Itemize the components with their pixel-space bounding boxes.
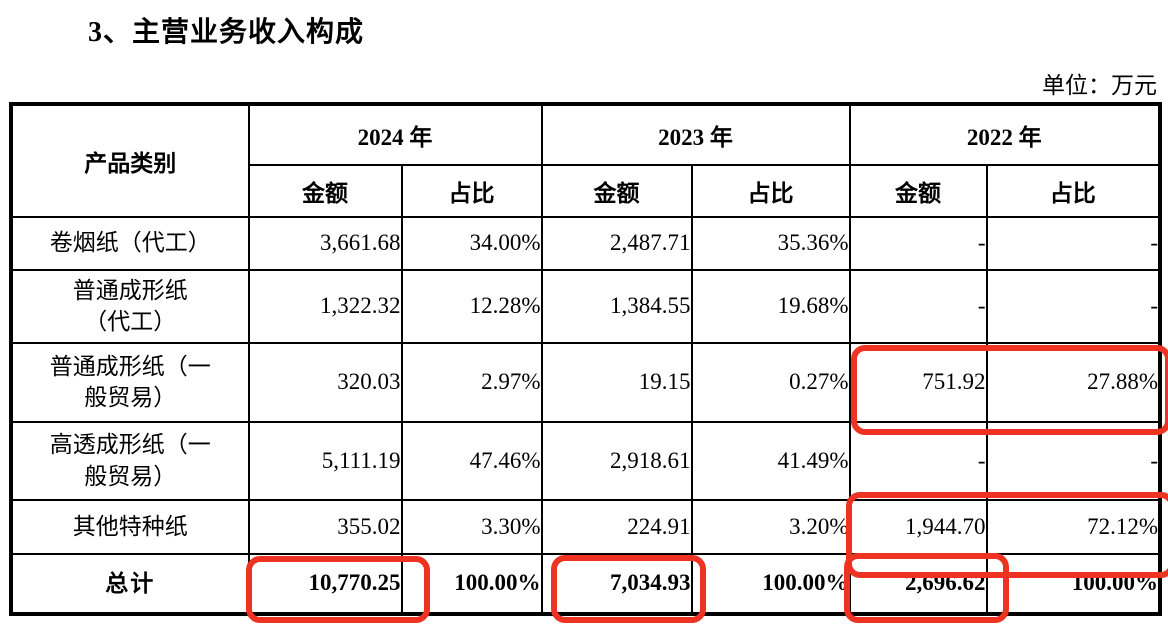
cell-2024-amount: 320.03 xyxy=(247,341,403,423)
revenue-composition-table: 产品类别 2024 年 2023 年 2022 年 金额 占比 金额 占比 金额… xyxy=(9,102,1162,616)
table-row: 其他特种纸 355.02 3.30% 224.91 3.20% 1,944.70… xyxy=(10,498,1161,555)
ratio-header-2024: 占比 xyxy=(400,163,543,218)
total-2024-ratio: 100.00% xyxy=(400,552,543,615)
cell-2022-ratio: - xyxy=(985,420,1161,501)
total-2023-ratio: 100.00% xyxy=(690,552,851,615)
year-header-2024: 2024 年 xyxy=(247,103,543,166)
total-row: 总计 10,770.25 100.00% 7,034.93 100.00% 2,… xyxy=(10,552,1161,615)
cell-2023-ratio: 3.20% xyxy=(690,498,851,555)
cell-2023-amount: 1,384.55 xyxy=(540,268,693,344)
ratio-header-2023: 占比 xyxy=(690,163,851,218)
section-title: 3、主营业务收入构成 xyxy=(88,17,365,48)
cell-2024-ratio: 47.46% xyxy=(400,420,543,501)
category-cell: 普通成形纸 （代工） xyxy=(10,268,250,344)
cell-2022-amount: 751.92 xyxy=(848,341,988,423)
table-row: 普通成形纸 （代工） 1,322.32 12.28% 1,384.55 19.6… xyxy=(10,268,1161,344)
total-2024-amount: 10,770.25 xyxy=(247,552,403,615)
cell-2023-amount: 2,487.71 xyxy=(540,215,693,271)
ratio-header-2022: 占比 xyxy=(985,163,1161,218)
cell-2022-ratio: 72.12% xyxy=(985,498,1161,555)
cell-2022-ratio: - xyxy=(985,268,1161,344)
amount-header-2022: 金额 xyxy=(848,163,988,218)
cell-2022-amount: - xyxy=(848,420,988,501)
cell-2022-amount: - xyxy=(848,268,988,344)
cell-2024-amount: 355.02 xyxy=(247,498,403,555)
total-2023-amount: 7,034.93 xyxy=(540,552,693,615)
cell-2024-amount: 5,111.19 xyxy=(247,420,403,501)
cell-2022-amount: - xyxy=(848,215,988,271)
category-cell: 普通成形纸（一 般贸易） xyxy=(10,341,250,423)
table-row: 普通成形纸（一 般贸易） 320.03 2.97% 19.15 0.27% 75… xyxy=(10,341,1161,423)
header-row-subcolumns: 金额 占比 金额 占比 金额 占比 xyxy=(12,163,1161,218)
cell-2024-ratio: 12.28% xyxy=(400,268,543,344)
cell-2023-amount: 2,918.61 xyxy=(540,420,693,501)
category-cell: 高透成形纸（一 般贸易） xyxy=(10,420,250,501)
cell-2024-ratio: 2.97% xyxy=(400,341,543,423)
cell-2023-ratio: 0.27% xyxy=(690,341,851,423)
cell-2022-amount: 1,944.70 xyxy=(848,498,988,555)
cell-2024-ratio: 3.30% xyxy=(400,498,543,555)
year-header-2023: 2023 年 xyxy=(540,103,851,166)
cell-2023-amount: 224.91 xyxy=(540,498,693,555)
unit-note: 单位：万元 xyxy=(1042,73,1157,98)
cell-2023-ratio: 19.68% xyxy=(690,268,851,344)
table-row: 卷烟纸（代工） 3,661.68 34.00% 2,487.71 35.36% … xyxy=(10,215,1161,271)
category-header: 产品类别 xyxy=(10,103,250,218)
amount-header-2024: 金额 xyxy=(247,163,403,218)
table-row: 高透成形纸（一 般贸易） 5,111.19 47.46% 2,918.61 41… xyxy=(10,420,1161,501)
cell-2024-amount: 1,322.32 xyxy=(247,268,403,344)
cell-2022-ratio: 27.88% xyxy=(985,341,1161,423)
category-cell: 卷烟纸（代工） xyxy=(10,215,250,271)
total-label: 总计 xyxy=(10,552,250,615)
cell-2023-ratio: 41.49% xyxy=(690,420,851,501)
cell-2024-amount: 3,661.68 xyxy=(247,215,403,271)
category-cell: 其他特种纸 xyxy=(10,498,250,555)
header-row-years: 产品类别 2024 年 2023 年 2022 年 xyxy=(10,103,1161,218)
amount-header-2023: 金额 xyxy=(540,163,693,218)
total-2022-ratio: 100.00% xyxy=(985,552,1161,615)
cell-2023-amount: 19.15 xyxy=(540,341,693,423)
cell-2022-ratio: - xyxy=(985,215,1161,271)
cell-2024-ratio: 34.00% xyxy=(400,215,543,271)
year-header-2022: 2022 年 xyxy=(848,103,1161,166)
total-2022-amount: 2,696.62 xyxy=(848,552,988,615)
cell-2023-ratio: 35.36% xyxy=(690,215,851,271)
